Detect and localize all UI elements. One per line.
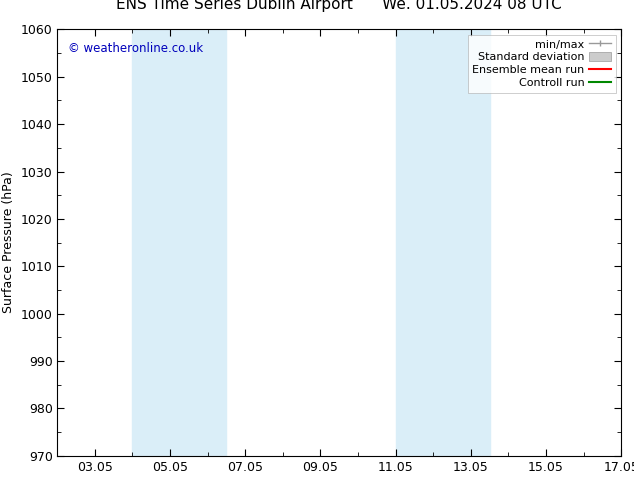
Text: ENS Time Series Dublin Airport      We. 01.05.2024 08 UTC: ENS Time Series Dublin Airport We. 01.05… (116, 0, 562, 12)
Text: © weatheronline.co.uk: © weatheronline.co.uk (68, 42, 204, 55)
Bar (133, 29, 226, 456)
Legend: min/max, Standard deviation, Ensemble mean run, Controll run: min/max, Standard deviation, Ensemble me… (468, 35, 616, 93)
Y-axis label: Surface Pressure (hPa): Surface Pressure (hPa) (3, 172, 15, 314)
Bar (396, 29, 489, 456)
